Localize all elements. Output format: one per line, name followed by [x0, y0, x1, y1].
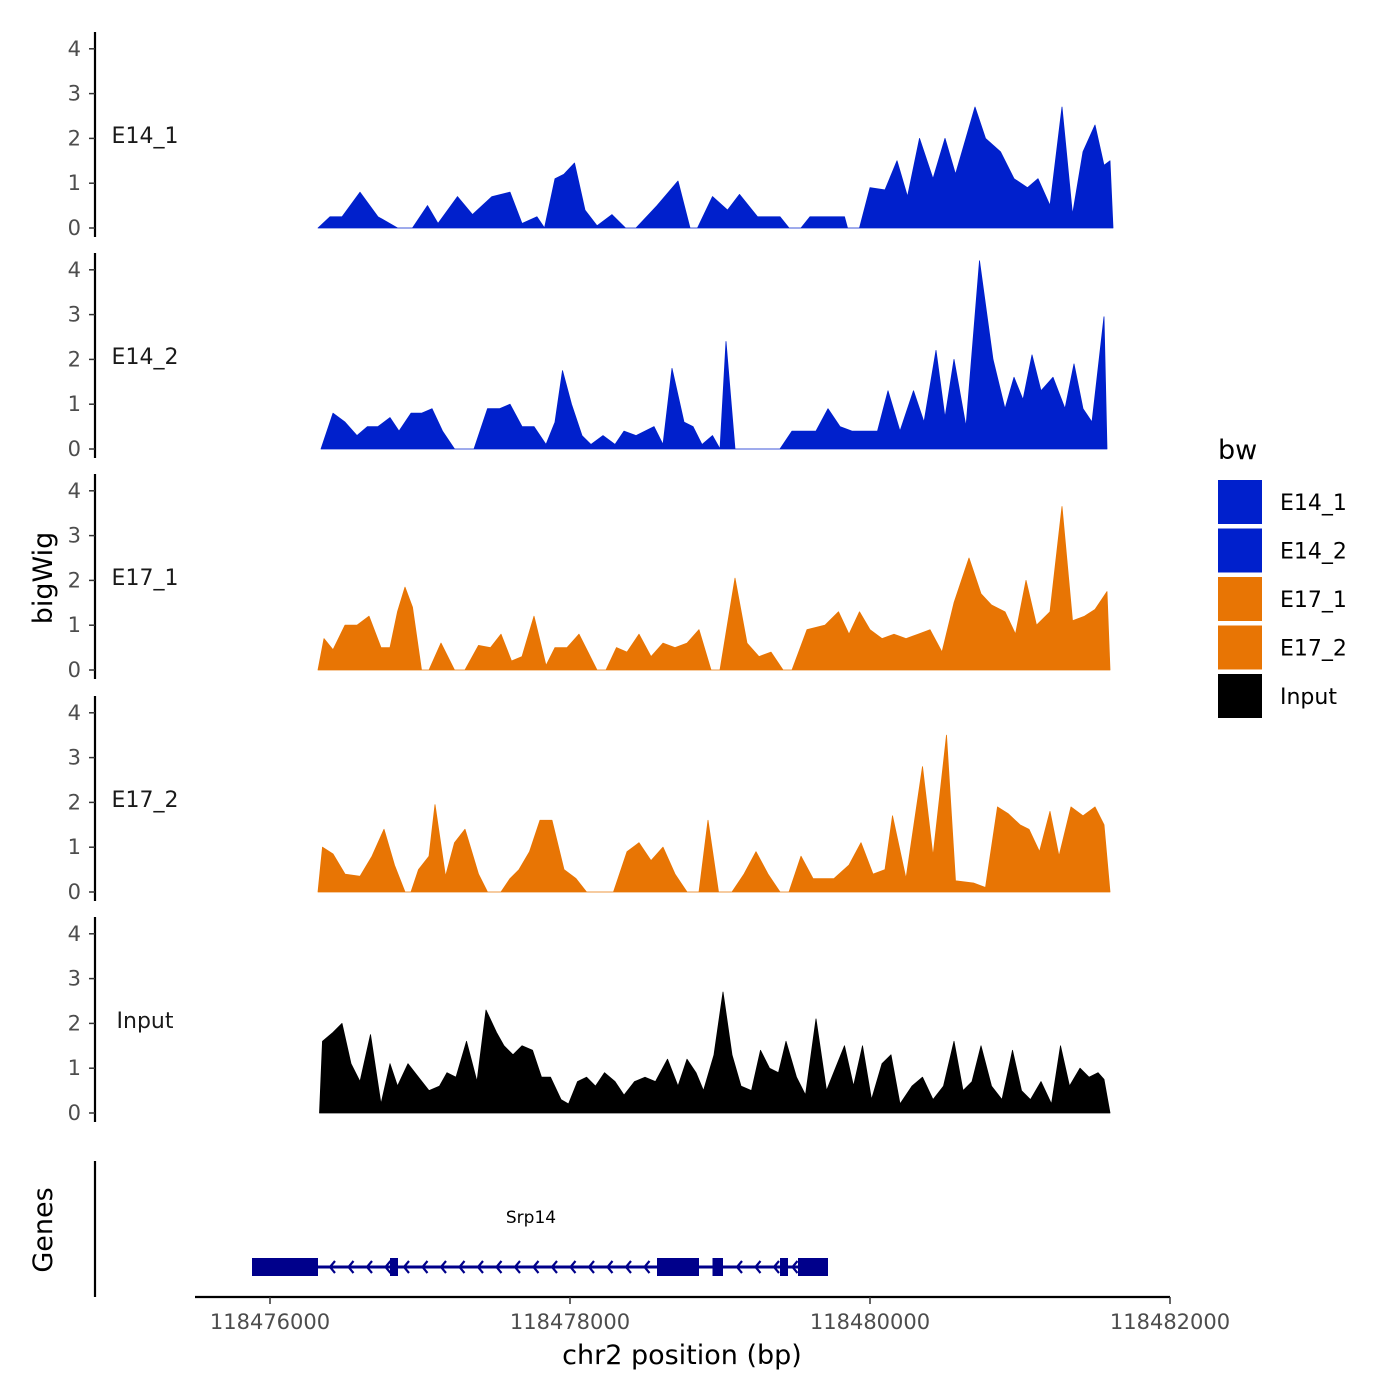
y-tick-label: 1 [68, 1056, 81, 1080]
strand-arrow [550, 1260, 558, 1274]
track-label: E17_1 [112, 566, 179, 591]
strand-arrow [624, 1260, 632, 1274]
y-tick-label: 0 [68, 880, 81, 904]
gene-exon [780, 1258, 788, 1276]
legend-swatch [1218, 674, 1262, 718]
track-e14-2: 0 1 2 3 4 E14_2 [68, 253, 1108, 461]
y-tick-label: 0 [68, 1101, 81, 1125]
gene-exon [252, 1258, 318, 1276]
strand-arrow [532, 1260, 540, 1274]
strand-arrow [439, 1260, 447, 1274]
legend-swatch [1218, 625, 1262, 670]
y-tick-label: 3 [68, 967, 81, 991]
legend-swatch [1218, 528, 1262, 573]
y-tick-label: 3 [68, 303, 81, 327]
legend-title: bw [1218, 435, 1257, 466]
track-label: E17_2 [112, 788, 179, 813]
y-tick-label: 2 [68, 790, 81, 814]
legend-label: Input [1280, 685, 1337, 710]
gene-exon [712, 1258, 723, 1276]
gene-exon [657, 1258, 699, 1276]
strand-arrow [421, 1260, 429, 1274]
strand-arrow [328, 1260, 336, 1274]
track-input: 0 1 2 3 4 Input [68, 917, 1111, 1125]
gene-exon [390, 1258, 398, 1276]
y-tick-label: 1 [68, 835, 81, 859]
y-tick-label: 1 [68, 171, 81, 195]
y-tick-label: 4 [68, 258, 81, 282]
strand-arrow [347, 1260, 355, 1274]
y-tick-label: 4 [68, 922, 81, 946]
y-tick-label: 4 [68, 479, 81, 503]
titles-group: bigWig Genes chr2 position (bp) Srp14 [28, 532, 802, 1371]
y-tick-label: 2 [68, 126, 81, 150]
track-e14-1: 0 1 2 3 4 E14_1 [68, 32, 1114, 240]
track-label: E14_1 [112, 124, 179, 149]
strand-arrow [791, 1260, 799, 1274]
y-tick-label: 3 [68, 524, 81, 548]
coverage-area-e17-2 [317, 734, 1111, 893]
coverage-area-e14-1 [317, 106, 1114, 229]
x-tick-label: 118478000 [510, 1310, 630, 1334]
strand-arrow [754, 1260, 762, 1274]
y-tick-label: 3 [68, 82, 81, 106]
track-label: Input [117, 1009, 174, 1034]
coverage-area-input [319, 991, 1111, 1114]
legend-label: E17_1 [1280, 588, 1347, 613]
strand-arrow [772, 1260, 780, 1274]
strand-arrow [476, 1260, 484, 1274]
legend-label: E17_2 [1280, 637, 1347, 662]
strand-arrow [606, 1260, 614, 1274]
strand-arrow [735, 1260, 743, 1274]
strand-arrow [513, 1260, 521, 1274]
legend-swatch [1218, 577, 1262, 621]
genes-track-title: Genes [28, 1187, 59, 1272]
gene-track-group [93, 1161, 828, 1297]
x-tick-label: 118480000 [810, 1310, 930, 1334]
legend-label: E14_2 [1280, 540, 1347, 565]
tracks-group: 0 1 2 3 4 E14_1 0 1 2 3 4 E14_2 0 1 2 3 4 E17_1 0 1 2 3 4 E17_2… [68, 32, 1114, 1125]
y-tick-label: 2 [68, 568, 81, 592]
gene-name-label: Srp14 [506, 1208, 556, 1228]
y-tick-label: 1 [68, 613, 81, 637]
strand-arrow [569, 1260, 577, 1274]
strand-arrow [384, 1260, 392, 1274]
x-axis-group: 118476000 118478000 118480000 118482000 [195, 1295, 1230, 1334]
y-tick-label: 0 [68, 216, 81, 240]
strand-arrow [587, 1260, 595, 1274]
y-axis-title: bigWig [28, 532, 59, 625]
x-tick-label: 118482000 [1110, 1310, 1230, 1334]
legend-label: E14_1 [1280, 491, 1347, 516]
legend-swatch [1218, 480, 1262, 524]
y-tick-label: 0 [68, 437, 81, 461]
coverage-area-e14-2 [320, 260, 1108, 450]
y-tick-label: 4 [68, 701, 81, 725]
y-tick-label: 1 [68, 392, 81, 416]
x-axis-title: chr2 position (bp) [562, 1340, 802, 1371]
y-tick-label: 0 [68, 658, 81, 682]
y-tick-label: 2 [68, 1011, 81, 1035]
strand-arrow [495, 1260, 503, 1274]
track-label: E14_2 [112, 345, 179, 370]
y-tick-label: 2 [68, 347, 81, 371]
track-e17-2: 0 1 2 3 4 E17_2 [68, 696, 1111, 904]
x-tick-label: 118476000 [210, 1310, 330, 1334]
strand-arrow [643, 1260, 651, 1274]
y-tick-label: 4 [68, 37, 81, 61]
strand-arrow [365, 1260, 373, 1274]
strand-arrow [402, 1260, 410, 1274]
strand-arrow [458, 1260, 466, 1274]
coverage-area-e17-1 [317, 506, 1111, 671]
legend: bw E14_1 E14_2 E17_1 E17_2 Input [1218, 435, 1347, 718]
track-e17-1: 0 1 2 3 4 E17_1 [68, 474, 1111, 682]
y-tick-label: 3 [68, 746, 81, 770]
gene-exon [798, 1258, 828, 1276]
